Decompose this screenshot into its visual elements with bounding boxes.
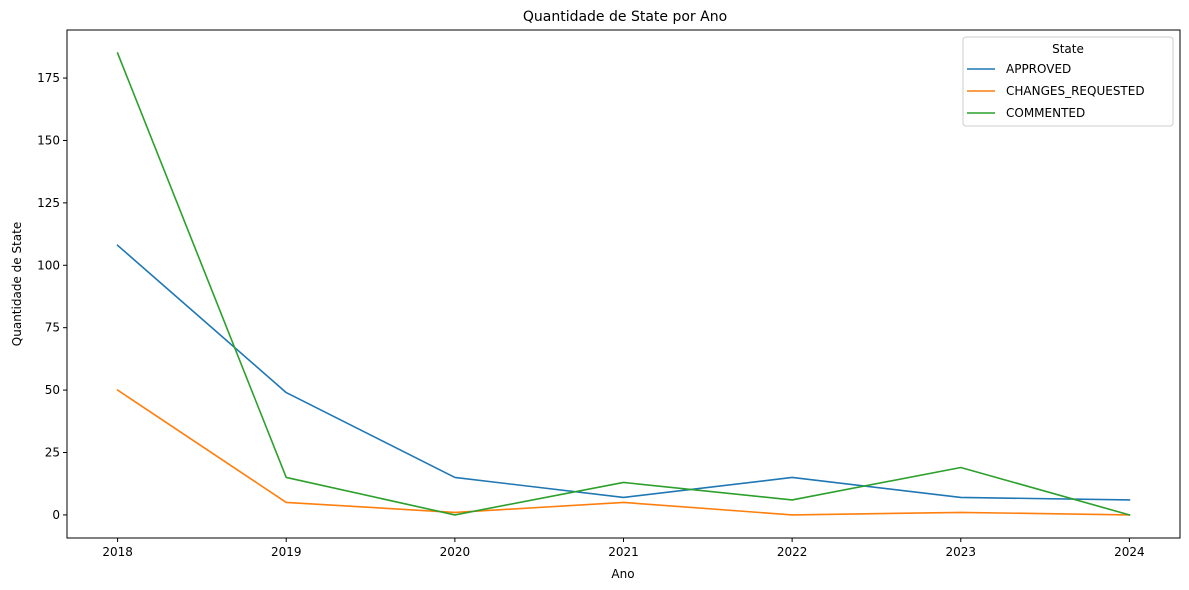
x-axis: 2018 2019 2020 2021 2022 2023 2024	[102, 538, 1145, 559]
x-tick-label: 2021	[608, 545, 639, 559]
x-tick-label: 2024	[1114, 545, 1145, 559]
series-line-commented	[116, 52, 1131, 516]
plot-area	[116, 52, 1131, 516]
chart-title: Quantidade de State por Ano	[523, 9, 727, 25]
y-tick-label: 75	[45, 321, 60, 335]
series-line-changes-requested	[116, 388, 1131, 516]
x-tick-label: 2023	[945, 545, 976, 559]
x-tick-label: 2019	[271, 545, 302, 559]
legend-entry-label: CHANGES_REQUESTED	[1006, 84, 1145, 98]
y-tick-label: 100	[37, 258, 60, 272]
legend-frame	[962, 36, 1174, 127]
legend: State APPROVED CHANGES_REQUESTED COMMENTED	[962, 36, 1174, 127]
y-tick-label: 50	[45, 383, 60, 397]
x-tick-label: 2020	[440, 545, 471, 559]
legend-entry-label: COMMENTED	[1006, 106, 1085, 120]
y-axis-label: Quantidade de State	[10, 222, 24, 346]
x-tick-label: 2022	[777, 545, 808, 559]
legend-entry-label: APPROVED	[1006, 62, 1071, 76]
y-tick-label: 0	[52, 508, 60, 522]
series-line-approved	[116, 244, 1131, 501]
y-tick-label: 25	[45, 446, 60, 460]
y-tick-label: 175	[37, 71, 60, 85]
x-axis-label: Ano	[611, 567, 634, 581]
y-tick-label: 150	[37, 133, 60, 147]
y-axis: 0 25 50 75 100 125 150 175	[37, 71, 67, 522]
legend-title: State	[1052, 42, 1084, 56]
x-tick-label: 2018	[102, 545, 133, 559]
y-tick-label: 125	[37, 196, 60, 210]
